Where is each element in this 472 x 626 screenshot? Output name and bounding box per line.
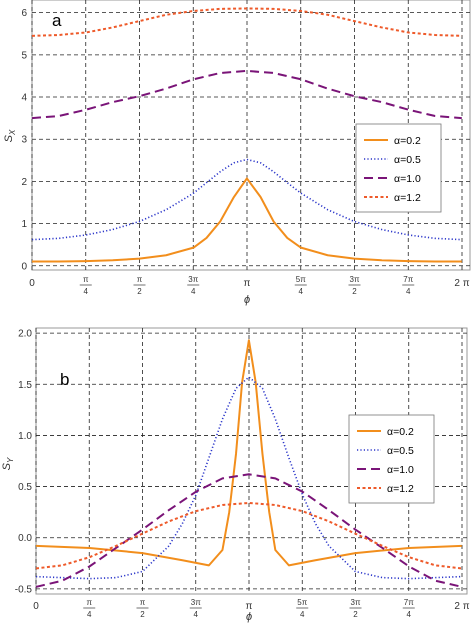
- svg-text:4: 4: [406, 287, 411, 296]
- x-tick-label: 3π4: [189, 598, 202, 619]
- svg-text:4: 4: [87, 610, 92, 619]
- x-tick-label: 0: [33, 601, 39, 612]
- svg-text:π: π: [137, 275, 143, 284]
- y-tick-label: 6: [21, 8, 27, 19]
- y-tick-label: 1.5: [18, 380, 32, 391]
- x-axis-title: ϕ: [244, 294, 250, 306]
- x-tick-label: π2: [133, 275, 146, 296]
- x-tick-label: 5π4: [296, 598, 309, 619]
- panel-label: b: [60, 370, 69, 389]
- panel-label: a: [52, 11, 62, 30]
- y-tick-label: 2: [21, 177, 27, 188]
- svg-text:3π: 3π: [191, 598, 201, 607]
- x-tick-label: π: [244, 278, 251, 289]
- series-line-1: [36, 339, 462, 567]
- svg-text:π: π: [86, 598, 92, 607]
- legend-label: α=0.2: [387, 426, 414, 438]
- svg-text:5π: 5π: [297, 598, 307, 607]
- y-tick-label: 0.5: [18, 482, 32, 493]
- svg-text:π: π: [140, 598, 146, 607]
- x-axis-title: ϕ: [246, 611, 252, 623]
- y-tick-label: 1.0: [18, 431, 32, 442]
- legend-label: α=1.0: [387, 464, 414, 476]
- legend-label: α=1.0: [394, 173, 421, 185]
- svg-text:7π: 7π: [403, 275, 413, 284]
- svg-text:π: π: [83, 275, 89, 284]
- svg-text:2: 2: [353, 610, 358, 619]
- series-line-2: [36, 376, 462, 580]
- x-tick-label: 3π2: [349, 598, 362, 619]
- svg-text:2: 2: [140, 610, 145, 619]
- legend-label: α=1.2: [387, 483, 414, 495]
- legend-label: α=0.2: [394, 135, 421, 147]
- svg-text:3π: 3π: [188, 275, 198, 284]
- x-tick-label: 0: [29, 278, 35, 289]
- svg-text:2: 2: [352, 287, 357, 296]
- svg-text:4: 4: [191, 287, 196, 296]
- svg-text:4: 4: [300, 610, 305, 619]
- series-line-3: [36, 473, 463, 588]
- svg-text:4: 4: [194, 610, 199, 619]
- series-line-3: [32, 69, 462, 120]
- svg-text:7π: 7π: [404, 598, 414, 607]
- series-line-4: [32, 7, 462, 37]
- legend-label: α=0.5: [387, 445, 414, 457]
- y-tick-label: 0: [21, 261, 27, 272]
- x-tick-label: π4: [83, 598, 96, 619]
- svg-text:5π: 5π: [296, 275, 306, 284]
- x-tick-label: π4: [79, 275, 92, 296]
- x-tick-label: 3π4: [187, 275, 200, 296]
- svg-text:4: 4: [407, 610, 412, 619]
- legend-label: α=0.5: [394, 154, 421, 166]
- svg-text:3π: 3π: [351, 598, 361, 607]
- svg-text:4: 4: [84, 287, 89, 296]
- y-tick-label: 3: [21, 135, 27, 146]
- x-tick-label: 2 π: [454, 278, 469, 289]
- x-tick-label: π2: [136, 598, 149, 619]
- x-tick-label: 7π4: [402, 275, 415, 296]
- y-tick-label: 4: [21, 93, 27, 104]
- y-axis-title: SX: [3, 129, 17, 142]
- x-tick-label: π: [246, 601, 253, 612]
- y-tick-label: 1: [21, 219, 27, 230]
- svg-text:3π: 3π: [350, 275, 360, 284]
- y-tick-label: 2.0: [18, 329, 32, 340]
- y-axis-title: SY: [1, 457, 15, 470]
- series-line-4: [36, 501, 462, 570]
- svg-text:2: 2: [137, 287, 142, 296]
- legend-label: α=1.2: [394, 192, 421, 204]
- x-tick-label: 7π4: [402, 598, 415, 619]
- y-tick-label: 0.0: [18, 533, 32, 544]
- x-tick-label: 5π4: [294, 275, 307, 296]
- x-tick-label: 3π2: [348, 275, 361, 296]
- legend: α=0.2 α=0.5 α=1.0 α=1.2: [355, 123, 442, 213]
- y-tick-label: -0.5: [15, 584, 33, 595]
- y-tick-label: 5: [21, 50, 27, 61]
- series-line-1: [32, 177, 462, 263]
- x-tick-label: 2 π: [454, 601, 469, 612]
- svg-text:4: 4: [299, 287, 304, 296]
- legend: α=0.2 α=0.5 α=1.0 α=1.2: [348, 414, 435, 504]
